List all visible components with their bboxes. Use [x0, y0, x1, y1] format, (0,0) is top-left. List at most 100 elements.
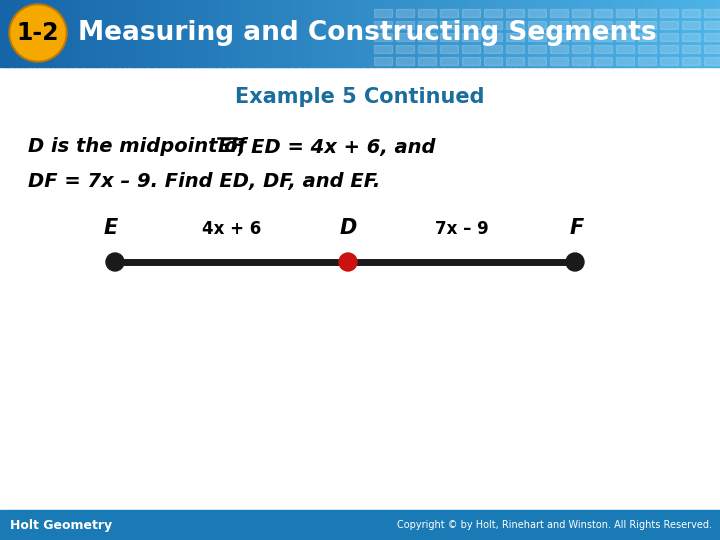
Bar [698, 0, 703, 67]
Bar [583, 0, 588, 67]
Bar [97, 0, 102, 67]
Bar [382, 0, 386, 67]
Bar [274, 0, 278, 67]
Bar [660, 57, 678, 65]
Bar [462, 21, 480, 29]
Bar [14, 0, 19, 67]
Bar [638, 33, 656, 41]
Bar [374, 57, 392, 65]
Bar [682, 57, 700, 65]
Bar [529, 0, 534, 67]
Bar [572, 57, 590, 65]
Bar [173, 0, 177, 67]
Bar [400, 0, 404, 67]
Bar [198, 0, 202, 67]
Bar [133, 0, 138, 67]
Bar [540, 0, 544, 67]
Bar [684, 0, 688, 67]
Bar [140, 0, 145, 67]
Bar [346, 0, 350, 67]
Bar [180, 0, 184, 67]
Bar [7, 0, 12, 67]
Bar [205, 0, 210, 67]
Bar [374, 33, 392, 41]
Bar [22, 0, 26, 67]
Bar [709, 0, 714, 67]
Text: EF: EF [218, 138, 245, 157]
Bar [310, 0, 314, 67]
Bar [484, 33, 502, 41]
Bar [594, 0, 598, 67]
Bar [594, 9, 612, 17]
Text: 1-2: 1-2 [17, 21, 59, 45]
Bar [414, 0, 418, 67]
Text: D is the midpoint of: D is the midpoint of [28, 138, 253, 157]
Bar [682, 33, 700, 41]
Bar [367, 0, 372, 67]
Bar [338, 0, 343, 67]
Bar [331, 0, 336, 67]
Bar [572, 9, 590, 17]
Bar [320, 0, 325, 67]
Bar [558, 0, 562, 67]
Bar [115, 0, 120, 67]
Bar [439, 0, 444, 67]
Bar [641, 0, 645, 67]
Bar [550, 33, 568, 41]
Bar [572, 45, 590, 53]
Bar [497, 0, 501, 67]
Bar [562, 0, 566, 67]
Text: Holt Geometry: Holt Geometry [10, 518, 112, 531]
Bar [637, 0, 642, 67]
Bar [638, 21, 656, 29]
Bar [472, 0, 476, 67]
Text: D: D [339, 218, 356, 238]
Circle shape [9, 4, 67, 62]
Bar [284, 0, 289, 67]
Bar [666, 0, 670, 67]
Bar [504, 0, 508, 67]
Bar [630, 0, 634, 67]
Bar [176, 0, 181, 67]
Bar [32, 0, 37, 67]
Bar [374, 45, 392, 53]
Bar [572, 33, 590, 41]
Bar [569, 0, 573, 67]
Bar [245, 0, 249, 67]
Bar [616, 45, 634, 53]
Bar [83, 0, 87, 67]
Bar [655, 0, 660, 67]
Bar [572, 0, 577, 67]
Bar [660, 9, 678, 17]
Bar [619, 0, 624, 67]
Text: , ED = 4x + 6, and: , ED = 4x + 6, and [238, 138, 436, 157]
Bar [288, 0, 292, 67]
Bar [151, 0, 156, 67]
Bar [440, 21, 458, 29]
Bar [486, 0, 490, 67]
Bar [270, 0, 274, 67]
Bar [677, 0, 681, 67]
Bar [634, 0, 638, 67]
Bar [648, 0, 652, 67]
Bar [616, 21, 634, 29]
Bar [90, 0, 94, 67]
Bar [673, 0, 678, 67]
Bar [706, 0, 710, 67]
Bar [652, 0, 656, 67]
Bar [462, 9, 480, 17]
Bar [47, 0, 51, 67]
Bar [670, 0, 674, 67]
Bar [162, 0, 166, 67]
Text: F: F [570, 218, 584, 238]
Circle shape [106, 253, 124, 271]
Bar [65, 0, 69, 67]
Bar [385, 0, 390, 67]
Text: E: E [104, 218, 118, 238]
Bar [616, 57, 634, 65]
Bar [659, 0, 663, 67]
Text: Measuring and Constructing Segments: Measuring and Constructing Segments [78, 20, 657, 46]
Bar [462, 33, 480, 41]
Bar [202, 0, 206, 67]
Bar [580, 0, 584, 67]
